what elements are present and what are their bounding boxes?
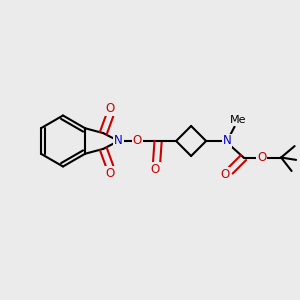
- Text: Me: Me: [230, 115, 247, 125]
- Text: N: N: [114, 134, 123, 148]
- Text: O: O: [220, 168, 229, 181]
- Text: O: O: [133, 134, 142, 148]
- Text: O: O: [257, 151, 266, 164]
- Text: O: O: [105, 102, 115, 115]
- Text: O: O: [151, 163, 160, 176]
- Text: O: O: [105, 167, 115, 180]
- Text: N: N: [223, 134, 232, 148]
